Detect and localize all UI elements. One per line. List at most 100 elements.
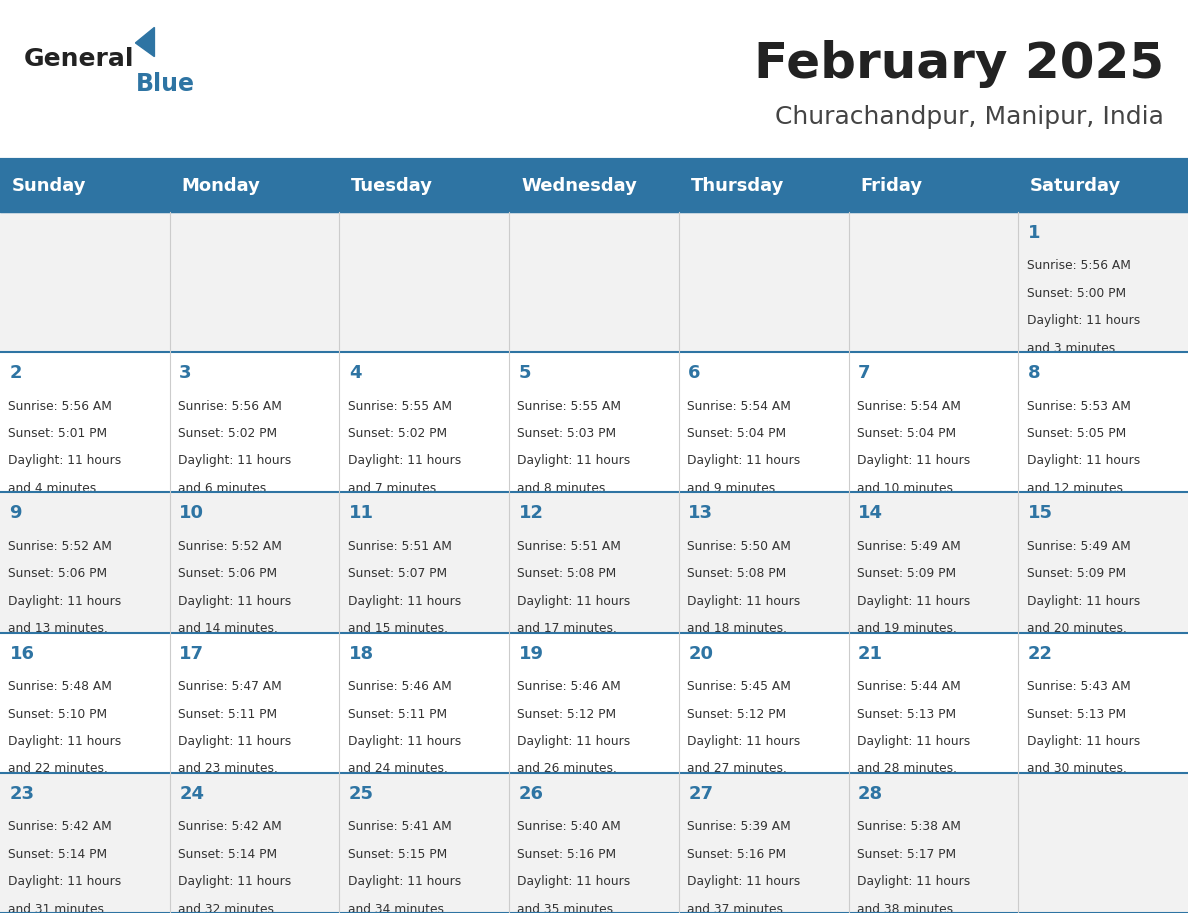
- Text: Daylight: 11 hours: Daylight: 11 hours: [857, 595, 971, 608]
- Text: Sunrise: 5:54 AM: Sunrise: 5:54 AM: [687, 399, 791, 412]
- Text: 22: 22: [1028, 644, 1053, 663]
- Text: 27: 27: [688, 785, 713, 803]
- Text: Sunset: 5:01 PM: Sunset: 5:01 PM: [8, 427, 107, 440]
- Polygon shape: [135, 28, 154, 57]
- Text: Sunrise: 5:52 AM: Sunrise: 5:52 AM: [178, 540, 282, 553]
- Text: Churachandpur, Manipur, India: Churachandpur, Manipur, India: [776, 105, 1164, 129]
- Text: Daylight: 11 hours: Daylight: 11 hours: [518, 454, 631, 467]
- Text: Sunrise: 5:44 AM: Sunrise: 5:44 AM: [857, 680, 961, 693]
- Text: 23: 23: [10, 785, 34, 803]
- Text: Sunset: 5:11 PM: Sunset: 5:11 PM: [348, 708, 447, 721]
- Text: 21: 21: [858, 644, 883, 663]
- Text: 16: 16: [10, 644, 34, 663]
- Text: and 31 minutes.: and 31 minutes.: [8, 902, 108, 915]
- Text: 6: 6: [688, 364, 701, 382]
- Text: Sunrise: 5:56 AM: Sunrise: 5:56 AM: [8, 399, 112, 412]
- Text: Sunset: 5:10 PM: Sunset: 5:10 PM: [8, 708, 107, 721]
- Text: Sunset: 5:02 PM: Sunset: 5:02 PM: [178, 427, 277, 440]
- Text: 28: 28: [858, 785, 883, 803]
- Text: and 38 minutes.: and 38 minutes.: [857, 902, 956, 915]
- Text: Sunset: 5:04 PM: Sunset: 5:04 PM: [687, 427, 786, 440]
- Text: and 3 minutes.: and 3 minutes.: [1026, 341, 1119, 354]
- Bar: [0, 212, 1188, 353]
- Text: and 28 minutes.: and 28 minutes.: [857, 762, 956, 776]
- Text: Sunset: 5:15 PM: Sunset: 5:15 PM: [348, 848, 447, 861]
- Text: Sunrise: 5:55 AM: Sunrise: 5:55 AM: [348, 399, 451, 412]
- Text: and 37 minutes.: and 37 minutes.: [687, 902, 786, 915]
- Text: and 9 minutes.: and 9 minutes.: [687, 482, 779, 495]
- Text: Daylight: 11 hours: Daylight: 11 hours: [518, 875, 631, 889]
- Text: Daylight: 11 hours: Daylight: 11 hours: [348, 735, 461, 748]
- Text: and 30 minutes.: and 30 minutes.: [1026, 762, 1126, 776]
- Bar: [0, 353, 1188, 492]
- Text: February 2025: February 2025: [754, 39, 1164, 88]
- Text: Sunrise: 5:55 AM: Sunrise: 5:55 AM: [518, 399, 621, 412]
- Text: Sunset: 5:12 PM: Sunset: 5:12 PM: [518, 708, 617, 721]
- Text: Sunrise: 5:53 AM: Sunrise: 5:53 AM: [1026, 399, 1131, 412]
- Text: 11: 11: [349, 504, 374, 522]
- Text: Sunrise: 5:38 AM: Sunrise: 5:38 AM: [857, 821, 961, 834]
- Text: and 23 minutes.: and 23 minutes.: [178, 762, 278, 776]
- Text: and 34 minutes.: and 34 minutes.: [348, 902, 448, 915]
- Text: 25: 25: [349, 785, 374, 803]
- Text: Sunset: 5:11 PM: Sunset: 5:11 PM: [178, 708, 277, 721]
- Text: Sunrise: 5:45 AM: Sunrise: 5:45 AM: [687, 680, 791, 693]
- Text: Daylight: 11 hours: Daylight: 11 hours: [1026, 314, 1139, 327]
- Text: Daylight: 11 hours: Daylight: 11 hours: [687, 875, 801, 889]
- Text: Daylight: 11 hours: Daylight: 11 hours: [348, 875, 461, 889]
- Text: Daylight: 11 hours: Daylight: 11 hours: [8, 735, 121, 748]
- Text: 18: 18: [349, 644, 374, 663]
- Text: Daylight: 11 hours: Daylight: 11 hours: [1026, 735, 1139, 748]
- Text: Sunset: 5:14 PM: Sunset: 5:14 PM: [8, 848, 107, 861]
- Text: and 35 minutes.: and 35 minutes.: [518, 902, 618, 915]
- Text: and 18 minutes.: and 18 minutes.: [687, 622, 788, 635]
- Text: 24: 24: [179, 785, 204, 803]
- Text: Sunset: 5:08 PM: Sunset: 5:08 PM: [687, 567, 786, 580]
- Text: Sunset: 5:05 PM: Sunset: 5:05 PM: [1026, 427, 1126, 440]
- Text: Sunrise: 5:51 AM: Sunrise: 5:51 AM: [348, 540, 451, 553]
- Text: and 4 minutes.: and 4 minutes.: [8, 482, 101, 495]
- Text: 12: 12: [519, 504, 544, 522]
- Text: Friday: Friday: [860, 177, 923, 195]
- Text: 15: 15: [1028, 504, 1053, 522]
- Text: and 26 minutes.: and 26 minutes.: [518, 762, 618, 776]
- Text: 4: 4: [349, 364, 361, 382]
- Text: Sunrise: 5:42 AM: Sunrise: 5:42 AM: [8, 821, 112, 834]
- Text: and 15 minutes.: and 15 minutes.: [348, 622, 448, 635]
- Text: Daylight: 11 hours: Daylight: 11 hours: [178, 875, 291, 889]
- Bar: [0, 773, 1188, 913]
- Text: Daylight: 11 hours: Daylight: 11 hours: [8, 875, 121, 889]
- Text: and 14 minutes.: and 14 minutes.: [178, 622, 278, 635]
- Text: Sunset: 5:14 PM: Sunset: 5:14 PM: [178, 848, 277, 861]
- Text: and 10 minutes.: and 10 minutes.: [857, 482, 956, 495]
- Text: 26: 26: [519, 785, 544, 803]
- Text: Daylight: 11 hours: Daylight: 11 hours: [857, 735, 971, 748]
- Text: and 19 minutes.: and 19 minutes.: [857, 622, 956, 635]
- Text: and 12 minutes.: and 12 minutes.: [1026, 482, 1126, 495]
- Text: and 24 minutes.: and 24 minutes.: [348, 762, 448, 776]
- Text: and 8 minutes.: and 8 minutes.: [518, 482, 609, 495]
- Text: Sunrise: 5:52 AM: Sunrise: 5:52 AM: [8, 540, 112, 553]
- Text: Sunrise: 5:40 AM: Sunrise: 5:40 AM: [518, 821, 621, 834]
- Text: and 32 minutes.: and 32 minutes.: [178, 902, 278, 915]
- Text: Daylight: 11 hours: Daylight: 11 hours: [8, 454, 121, 467]
- Text: Sunrise: 5:54 AM: Sunrise: 5:54 AM: [857, 399, 961, 412]
- Text: Daylight: 11 hours: Daylight: 11 hours: [1026, 595, 1139, 608]
- Text: 20: 20: [688, 644, 713, 663]
- Text: Sunset: 5:07 PM: Sunset: 5:07 PM: [348, 567, 447, 580]
- Text: Sunset: 5:16 PM: Sunset: 5:16 PM: [518, 848, 617, 861]
- Text: and 27 minutes.: and 27 minutes.: [687, 762, 786, 776]
- Text: Thursday: Thursday: [690, 177, 784, 195]
- Text: Sunset: 5:13 PM: Sunset: 5:13 PM: [857, 708, 956, 721]
- Text: 2: 2: [10, 364, 23, 382]
- Text: Daylight: 11 hours: Daylight: 11 hours: [687, 595, 801, 608]
- Text: 7: 7: [858, 364, 871, 382]
- Text: 19: 19: [519, 644, 544, 663]
- Text: 5: 5: [519, 364, 531, 382]
- Text: Daylight: 11 hours: Daylight: 11 hours: [518, 595, 631, 608]
- Text: Sunset: 5:13 PM: Sunset: 5:13 PM: [1026, 708, 1126, 721]
- Text: and 20 minutes.: and 20 minutes.: [1026, 622, 1126, 635]
- Bar: [0, 492, 1188, 633]
- Text: 14: 14: [858, 504, 883, 522]
- Text: Sunrise: 5:46 AM: Sunrise: 5:46 AM: [518, 680, 621, 693]
